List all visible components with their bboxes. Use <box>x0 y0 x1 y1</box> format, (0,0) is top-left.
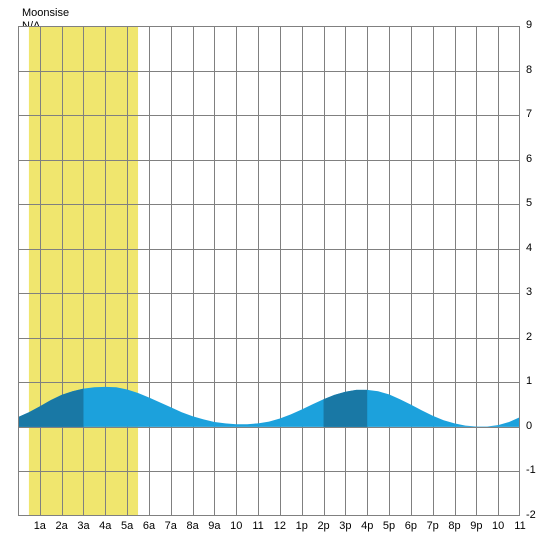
y-tick-label: 2 <box>526 331 532 343</box>
x-tick-label: 9a <box>208 520 220 532</box>
y-tick-label: 8 <box>526 64 532 76</box>
x-tick-label: 10 <box>492 520 504 532</box>
x-tick-label: 12 <box>274 520 286 532</box>
plot-area <box>18 26 520 516</box>
moonrise-line1: Moonsise <box>22 7 69 19</box>
x-tick-label: 2p <box>317 520 329 532</box>
y-tick-label: -1 <box>526 464 536 476</box>
x-tick-label: 5a <box>121 520 133 532</box>
x-tick-label: 1p <box>296 520 308 532</box>
x-tick-label: 8a <box>186 520 198 532</box>
x-tick-label: 6p <box>405 520 417 532</box>
x-tick-label: 1a <box>34 520 46 532</box>
x-tick-label: 8p <box>448 520 460 532</box>
x-tick-label: 7a <box>165 520 177 532</box>
x-tick-label: 5p <box>383 520 395 532</box>
chart-svg <box>18 26 520 516</box>
y-tick-label: 9 <box>526 19 532 31</box>
y-tick-label: -2 <box>526 509 536 521</box>
y-tick-label: 1 <box>526 375 532 387</box>
x-tick-label: 6a <box>143 520 155 532</box>
y-tick-label: 0 <box>526 420 532 432</box>
y-tick-label: 7 <box>526 108 532 120</box>
x-tick-label: 3a <box>77 520 89 532</box>
y-tick-label: 5 <box>526 197 532 209</box>
x-tick-label: 10 <box>230 520 242 532</box>
x-tick-label: 2a <box>56 520 68 532</box>
y-tick-label: 4 <box>526 242 532 254</box>
x-tick-label: 11 <box>252 520 263 532</box>
x-tick-label: 3p <box>339 520 351 532</box>
chart-root: Moonsise N/A -2-101234567891a2a3a4a5a6a7… <box>0 0 550 550</box>
x-tick-label: 9p <box>470 520 482 532</box>
x-tick-label: 11 <box>514 520 525 532</box>
y-tick-label: 3 <box>526 286 532 298</box>
x-tick-label: 7p <box>427 520 439 532</box>
y-tick-label: 6 <box>526 153 532 165</box>
x-tick-label: 4p <box>361 520 373 532</box>
x-tick-label: 4a <box>99 520 111 532</box>
